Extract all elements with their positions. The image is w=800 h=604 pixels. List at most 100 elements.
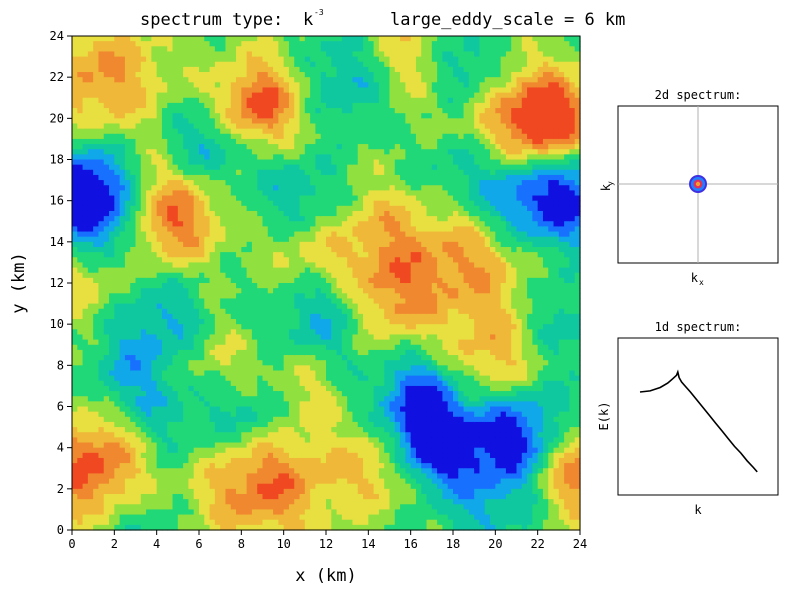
field-cell <box>124 226 131 233</box>
field-cell <box>130 51 137 58</box>
field-cell <box>177 195 184 202</box>
field-cell <box>273 159 279 166</box>
field-cell <box>283 313 290 320</box>
field-cell <box>109 252 115 258</box>
field-cell <box>331 349 338 356</box>
field-cell <box>204 252 211 258</box>
field-cell <box>320 488 327 495</box>
field-cell <box>336 180 343 186</box>
field-cell <box>130 41 137 47</box>
field-cell <box>299 519 306 526</box>
field-cell <box>341 72 348 78</box>
field-cell <box>114 277 121 284</box>
field-cell <box>214 252 221 258</box>
field-cell <box>209 133 216 140</box>
field-cell <box>251 524 258 531</box>
field-cell <box>299 457 306 464</box>
field-cell <box>331 180 338 186</box>
field-cell <box>225 499 232 505</box>
field-cell <box>225 82 232 89</box>
field-cell <box>72 51 78 58</box>
field-cell <box>193 154 200 161</box>
field-cell <box>341 483 348 490</box>
field-cell <box>310 51 317 58</box>
field-cell <box>331 432 338 438</box>
field-cell <box>267 87 274 94</box>
field-cell <box>336 468 343 474</box>
field-cell <box>151 108 158 114</box>
field-cell <box>246 138 253 145</box>
field-cell <box>241 216 248 222</box>
field-cell <box>199 370 205 377</box>
field-cell <box>124 447 131 454</box>
field-cell <box>135 252 142 258</box>
field-cell <box>177 334 184 341</box>
field-cell <box>251 344 258 351</box>
field-cell <box>109 210 115 217</box>
field-cell <box>204 447 211 454</box>
field-cell <box>336 154 343 161</box>
field-cell <box>98 77 105 83</box>
field-cell <box>320 267 327 274</box>
field-cell <box>183 61 190 68</box>
field-cell <box>257 102 264 109</box>
field-cell <box>87 87 94 94</box>
field-cell <box>204 138 211 145</box>
field-cell <box>241 51 248 58</box>
main-title-spectrum-base: k <box>303 10 313 30</box>
field-cell <box>82 159 89 166</box>
field-cell <box>199 61 205 68</box>
field-cell <box>241 144 248 150</box>
field-cell <box>299 252 306 258</box>
field-cell <box>209 82 216 89</box>
field-cell <box>167 447 174 454</box>
field-cell <box>188 334 195 341</box>
field-cell <box>93 36 100 42</box>
field-cell <box>140 164 147 171</box>
field-cell <box>304 277 311 284</box>
field-cell <box>267 252 274 258</box>
field-cell <box>278 437 285 444</box>
field-cell <box>294 159 301 166</box>
field-cell <box>288 344 295 351</box>
field-cell <box>225 411 232 418</box>
field-cell <box>193 283 200 289</box>
field-cell <box>241 236 248 243</box>
field-cell <box>98 432 105 438</box>
field-cell <box>156 483 163 490</box>
field-cell <box>135 128 142 135</box>
field-cell <box>193 262 200 269</box>
field-cell <box>72 144 78 150</box>
field-cell <box>124 344 131 351</box>
field-cell <box>262 226 269 233</box>
field-cell <box>326 391 332 397</box>
field-cell <box>124 349 131 356</box>
field-cell <box>283 66 290 73</box>
field-cell <box>209 77 216 83</box>
field-cell <box>225 108 232 114</box>
field-cell <box>241 365 248 372</box>
field-cell <box>124 200 131 207</box>
field-cell <box>72 174 78 181</box>
field-cell <box>262 36 269 42</box>
field-cell <box>140 308 147 315</box>
field-cell <box>188 200 195 207</box>
field-cell <box>310 324 317 330</box>
field-cell <box>204 463 211 469</box>
field-cell <box>236 241 242 248</box>
field-cell <box>77 252 84 258</box>
field-cell <box>146 138 152 145</box>
field-cell <box>304 329 311 336</box>
field-cell <box>87 375 94 382</box>
field-cell <box>246 319 253 325</box>
field-cell <box>310 360 317 366</box>
field-cell <box>326 200 332 207</box>
field-cell <box>326 72 332 78</box>
field-cell <box>220 483 227 490</box>
field-cell <box>331 298 338 305</box>
field-cell <box>267 509 274 516</box>
field-cell <box>209 324 216 330</box>
field-cell <box>262 463 269 469</box>
field-cell <box>315 92 322 99</box>
field-cell <box>130 82 137 89</box>
